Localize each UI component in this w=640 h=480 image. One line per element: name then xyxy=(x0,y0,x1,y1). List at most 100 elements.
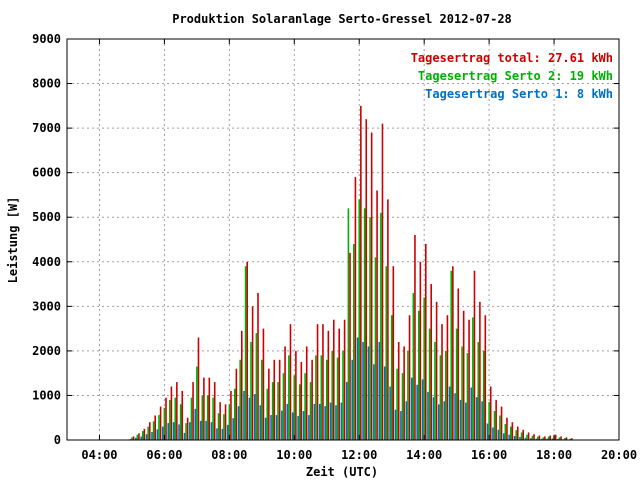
bar-serto1 xyxy=(205,420,207,440)
bar-total xyxy=(343,319,346,440)
bar-total xyxy=(506,417,508,440)
bar-total xyxy=(311,359,313,440)
bar-serto1 xyxy=(145,434,148,440)
bar-serto1 xyxy=(389,386,391,440)
bar-total xyxy=(251,306,254,440)
bar-total xyxy=(289,324,292,440)
bar-serto2 xyxy=(288,355,290,440)
y-tick-label: 6000 xyxy=(32,166,61,180)
bar-total xyxy=(522,429,524,440)
bar-serto1 xyxy=(243,390,245,440)
bar-serto1 xyxy=(410,377,413,440)
y-tick-label: 7000 xyxy=(32,121,61,135)
bar-total xyxy=(414,235,416,440)
bar-serto2 xyxy=(255,333,258,440)
bar-total xyxy=(338,328,340,440)
bar-serto2 xyxy=(353,243,355,440)
bar-serto2 xyxy=(380,212,382,440)
bar-serto1 xyxy=(502,433,505,440)
bar-serto1 xyxy=(216,428,218,440)
bar-serto1 xyxy=(530,438,532,440)
bar-serto2 xyxy=(261,359,263,440)
bar-serto2 xyxy=(190,397,193,440)
bar-serto1 xyxy=(432,397,435,440)
bar-total xyxy=(565,437,568,440)
bar-serto1 xyxy=(178,424,180,440)
bar-serto1 xyxy=(297,415,299,440)
bar-total xyxy=(143,428,146,440)
bar-serto2 xyxy=(547,436,550,440)
bar-serto1 xyxy=(362,341,364,440)
bar-serto2 xyxy=(542,437,545,440)
bar-serto1 xyxy=(140,436,142,440)
bar-total xyxy=(192,382,194,440)
bar-serto2 xyxy=(315,355,317,440)
bar-total xyxy=(430,284,432,440)
bar-total xyxy=(516,426,519,440)
bar-serto2 xyxy=(401,373,404,440)
bar-serto1 xyxy=(492,427,494,440)
chart-title: Produktion Solaranlage Serto-Gressel 201… xyxy=(172,12,512,26)
x-tick-label: 12:00 xyxy=(341,448,377,462)
bar-serto1 xyxy=(535,438,538,440)
bar-serto1 xyxy=(394,409,397,440)
bar-total xyxy=(392,266,395,440)
y-tick-label: 4000 xyxy=(32,255,61,269)
x-tick-label: 04:00 xyxy=(81,448,117,462)
bar-serto1 xyxy=(335,405,337,440)
bar-total xyxy=(208,377,211,440)
bar-serto2 xyxy=(466,353,469,440)
bar-total xyxy=(316,324,319,440)
bar-serto2 xyxy=(217,413,220,440)
bar-serto2 xyxy=(266,388,269,440)
bar-total xyxy=(240,330,243,440)
bar-serto2 xyxy=(158,415,160,440)
y-tick-label: 9000 xyxy=(32,32,61,46)
bar-total xyxy=(219,402,221,440)
bar-serto1 xyxy=(346,382,348,440)
bar-serto2 xyxy=(201,395,204,440)
bar-serto1 xyxy=(448,386,451,440)
bar-serto2 xyxy=(277,382,279,440)
bar-total xyxy=(538,435,541,440)
bar-serto1 xyxy=(162,426,164,440)
bar-serto2 xyxy=(141,431,144,440)
bar-serto2 xyxy=(515,430,517,440)
y-tick-label: 8000 xyxy=(32,77,61,91)
bar-serto2 xyxy=(179,404,182,440)
bar-serto2 xyxy=(423,297,425,440)
bar-total xyxy=(408,315,411,440)
bar-total xyxy=(322,324,324,440)
bar-serto2 xyxy=(131,437,133,440)
bar-serto1 xyxy=(421,379,424,440)
bar-serto1 xyxy=(264,417,267,440)
bar-serto1 xyxy=(259,405,262,440)
plot-frame xyxy=(66,38,620,441)
bar-serto1 xyxy=(557,438,559,440)
bar-serto1 xyxy=(248,397,251,440)
bar-total xyxy=(452,266,454,440)
bar-total xyxy=(381,123,384,440)
bar-total xyxy=(230,390,232,440)
bar-total xyxy=(479,301,481,440)
bar-serto1 xyxy=(513,435,516,440)
bar-serto1 xyxy=(373,364,375,440)
bar-serto1 xyxy=(308,415,310,440)
bar-serto2 xyxy=(499,415,501,440)
bar-total xyxy=(462,310,465,440)
bar-total xyxy=(560,436,562,440)
bar-total xyxy=(544,436,546,440)
bar-serto2 xyxy=(163,407,166,440)
bar-serto2 xyxy=(369,217,371,440)
bar-total xyxy=(159,406,162,440)
bar-serto1 xyxy=(281,410,283,440)
bar-total xyxy=(148,422,151,440)
bar-serto2 xyxy=(147,426,149,440)
bar-serto2 xyxy=(342,350,344,440)
y-tick-label: 5000 xyxy=(32,210,61,224)
bar-total xyxy=(489,386,492,440)
bar-total xyxy=(170,386,173,440)
bar-total xyxy=(273,359,276,440)
legend-entry-serto2: Tagesertrag Serto 2: 19 kWh xyxy=(418,69,613,83)
